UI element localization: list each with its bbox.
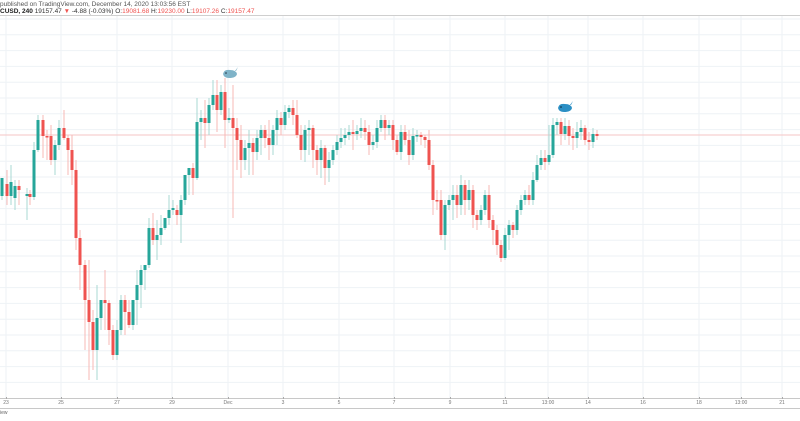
x-axis-label: 16 [640,400,646,406]
axis-tick [394,397,395,399]
axis-tick [6,397,7,399]
close-label: C: [220,8,228,15]
published-caption: published on TradingView.com, December 1… [0,1,191,8]
symbol-legend: CUSD, 240 19157.47 ▼ -4.88 (-0.03%) O:19… [0,8,254,15]
axis-tick [548,397,549,399]
high-value: 19230.00 [157,8,185,15]
x-axis-label: 18 [696,400,702,406]
x-axis-label: 7 [392,400,396,406]
x-axis-label: 23 [3,400,9,406]
axis-tick [339,397,340,399]
axis-tick [117,397,118,399]
down-arrow-icon: ▼ [63,8,71,15]
axis-tick [283,397,284,399]
x-axis-label: 14 [585,400,591,406]
axis-tick [643,397,644,399]
axis-tick [172,397,173,399]
high-label: H: [151,8,158,15]
axis-tick [741,397,742,399]
whale-icon [221,66,239,80]
x-axis-label: 11 [502,400,508,406]
x-axis-label: 27 [114,400,120,406]
x-axis-label: 25 [58,400,64,406]
header-divider [0,15,800,16]
x-axis-label: 3 [281,400,285,406]
candlestick-chart[interactable] [0,16,800,398]
whale-icon [556,100,574,114]
axis-tick [588,397,589,399]
axis-tick [782,397,783,399]
price-change: -4.88 (-0.03%) [71,8,114,15]
footer-text: iew [0,410,8,416]
x-axis-label: 9 [448,400,452,406]
last-price: 19157.47 [34,8,62,15]
close-value: 19157.47 [227,8,255,15]
time-axis[interactable]: 23 25 27 29 Dec 3 5 7 9 11 13:00 14 16 18 13:00 21 [0,397,800,409]
x-axis-label: 13:00 [541,400,555,406]
symbol-label: CUSD, 240 [0,8,33,15]
axis-tick [505,397,506,399]
x-axis-label: 21 [779,400,785,406]
axis-tick [450,397,451,399]
x-axis-label: 5 [337,400,341,406]
x-axis-label: 13:00 [734,400,748,406]
x-axis-label: Dec [223,400,233,406]
open-value: 19081.68 [122,8,150,15]
x-axis-label: 29 [169,400,175,406]
low-label: L: [186,8,192,15]
axis-tick [228,397,229,399]
axis-tick [61,397,62,399]
axis-tick [699,397,700,399]
open-label: O: [115,8,123,15]
low-value: 19107.26 [191,8,220,15]
